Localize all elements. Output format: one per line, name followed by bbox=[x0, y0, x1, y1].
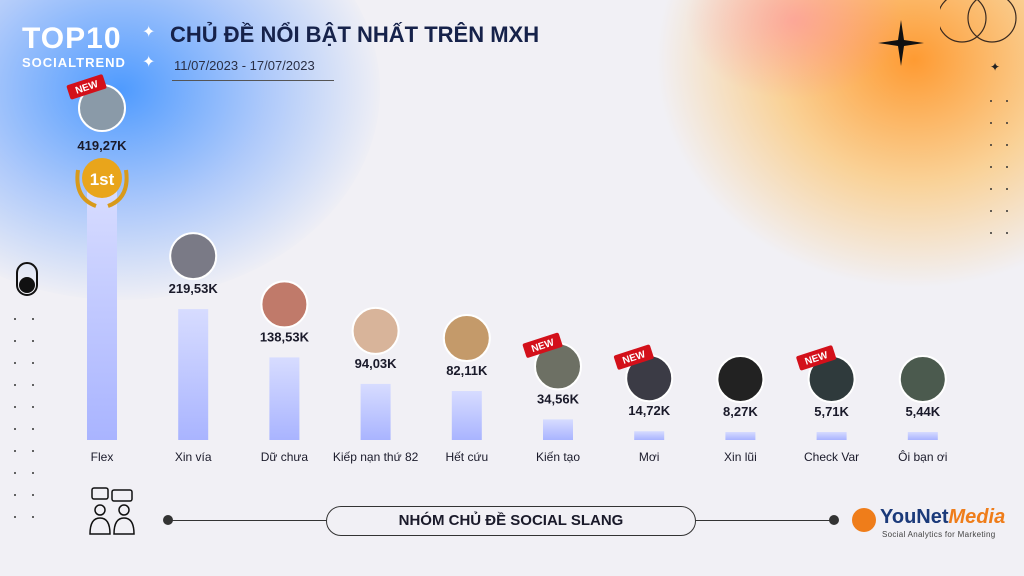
rank-label: 1st bbox=[90, 170, 115, 189]
new-badge: NEW bbox=[522, 332, 563, 358]
value-label: 82,11K bbox=[446, 363, 488, 378]
topic-avatar bbox=[260, 280, 309, 329]
logo-top10: TOP10 bbox=[22, 22, 122, 55]
bar bbox=[269, 357, 300, 440]
laurel-left bbox=[75, 169, 97, 208]
bar-chart: Flex 1st 419,27K NEW Xin vía 219,53K Dữ chưa 13… bbox=[66, 74, 947, 464]
topic-avatar bbox=[169, 232, 218, 281]
value-label: 219,53K bbox=[169, 281, 219, 296]
category-label: Flex bbox=[91, 450, 114, 464]
bar bbox=[87, 190, 117, 440]
people-chat-icon bbox=[89, 487, 135, 535]
rank-badge: 1st bbox=[75, 158, 129, 208]
bar bbox=[360, 383, 391, 440]
circles-decoration bbox=[940, 0, 1017, 43]
value-label: 138,53K bbox=[260, 329, 310, 344]
bar bbox=[451, 391, 482, 440]
sparkle-icon: ✦ bbox=[142, 24, 156, 41]
new-badge: NEW bbox=[66, 74, 107, 100]
logo-socialtrend: SOCIALTREND bbox=[22, 55, 126, 70]
bar bbox=[543, 419, 573, 440]
category-label: Dữ chưa bbox=[261, 450, 309, 464]
value-label: 14,72K bbox=[628, 403, 671, 418]
group-label: NHÓM CHỦ ĐỀ SOCIAL SLANG bbox=[326, 506, 696, 536]
new-badge-bg bbox=[796, 345, 837, 371]
brand-icon bbox=[852, 508, 876, 532]
category-label: Mơi bbox=[639, 450, 660, 464]
page-title: CHỦ ĐỀ NỔI BẬT NHẤT TRÊN MXH bbox=[170, 22, 540, 47]
divider bbox=[172, 80, 334, 81]
bar bbox=[907, 432, 938, 440]
topic-avatar bbox=[442, 314, 491, 363]
topic-avatar bbox=[898, 355, 947, 403]
value-label: 5,71K bbox=[814, 404, 849, 419]
value-label: 5,44K bbox=[905, 404, 940, 419]
toggle-decoration bbox=[16, 262, 38, 296]
bar bbox=[634, 431, 665, 440]
category-label: Hết cứu bbox=[445, 450, 488, 464]
new-badge-bg bbox=[66, 74, 107, 100]
bar bbox=[725, 432, 756, 440]
bar bbox=[178, 309, 209, 440]
sparkle-icon: ✦ bbox=[142, 54, 156, 71]
laurel-right bbox=[107, 169, 129, 208]
rank-badge-circle bbox=[82, 158, 122, 198]
new-badge: NEW bbox=[796, 345, 837, 371]
date-range: 11/07/2023 - 17/07/2023 bbox=[174, 58, 315, 73]
new-badge: NEW bbox=[613, 344, 654, 370]
line-end-dot bbox=[163, 515, 173, 525]
category-label: Xin vía bbox=[175, 450, 212, 464]
category-label: Kiếp nạn thứ 82 bbox=[333, 450, 419, 464]
brand-tagline: Social Analytics for Marketing bbox=[882, 530, 996, 539]
sparkle-icon: ✦ bbox=[990, 60, 1001, 74]
topic-avatar bbox=[716, 355, 765, 403]
bar bbox=[816, 432, 847, 440]
category-label: Kiến tạo bbox=[536, 450, 580, 464]
line-end-dot bbox=[829, 515, 839, 525]
category-label: Ôi bạn ơi bbox=[898, 449, 947, 464]
new-badge-bg bbox=[522, 332, 563, 358]
value-label: 419,27K bbox=[77, 138, 127, 153]
value-label: 8,27K bbox=[723, 404, 758, 419]
topic-avatar bbox=[351, 306, 400, 355]
new-badge-bg bbox=[613, 344, 654, 370]
star-icon bbox=[878, 20, 924, 66]
brand-name: YouNetMedia bbox=[880, 506, 1006, 528]
category-label: Xin lũi bbox=[724, 450, 757, 464]
value-label: 94,03K bbox=[355, 356, 398, 371]
value-label: 34,56K bbox=[537, 391, 580, 406]
category-label: Check Var bbox=[804, 450, 859, 464]
